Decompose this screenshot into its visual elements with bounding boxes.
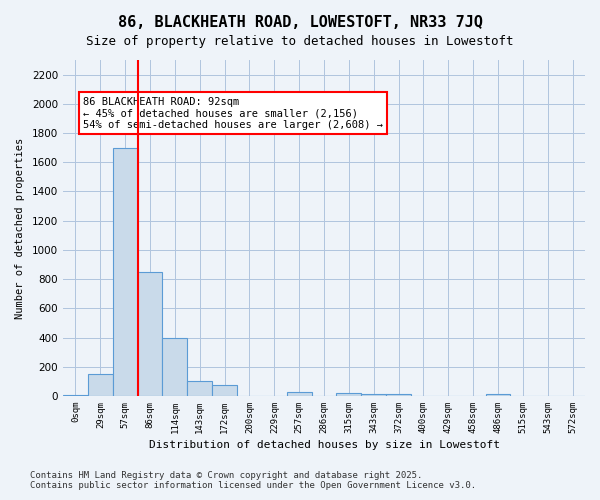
- Bar: [337, 393, 361, 396]
- Bar: [113, 148, 137, 396]
- X-axis label: Distribution of detached houses by size in Lowestoft: Distribution of detached houses by size …: [149, 440, 500, 450]
- Bar: [485, 394, 511, 396]
- Bar: [163, 338, 187, 396]
- Text: 86, BLACKHEATH ROAD, LOWESTOFT, NR33 7JQ: 86, BLACKHEATH ROAD, LOWESTOFT, NR33 7JQ: [118, 15, 482, 30]
- Bar: [63, 395, 88, 396]
- Text: Size of property relative to detached houses in Lowestoft: Size of property relative to detached ho…: [86, 35, 514, 48]
- Bar: [287, 392, 311, 396]
- Bar: [88, 374, 113, 396]
- Bar: [137, 272, 163, 396]
- Y-axis label: Number of detached properties: Number of detached properties: [15, 138, 25, 318]
- Text: Contains HM Land Registry data © Crown copyright and database right 2025.
Contai: Contains HM Land Registry data © Crown c…: [30, 470, 476, 490]
- Bar: [361, 394, 386, 396]
- Text: 86 BLACKHEATH ROAD: 92sqm
← 45% of detached houses are smaller (2,156)
54% of se: 86 BLACKHEATH ROAD: 92sqm ← 45% of detac…: [83, 96, 383, 130]
- Bar: [212, 385, 237, 396]
- Bar: [187, 382, 212, 396]
- Bar: [386, 394, 411, 396]
